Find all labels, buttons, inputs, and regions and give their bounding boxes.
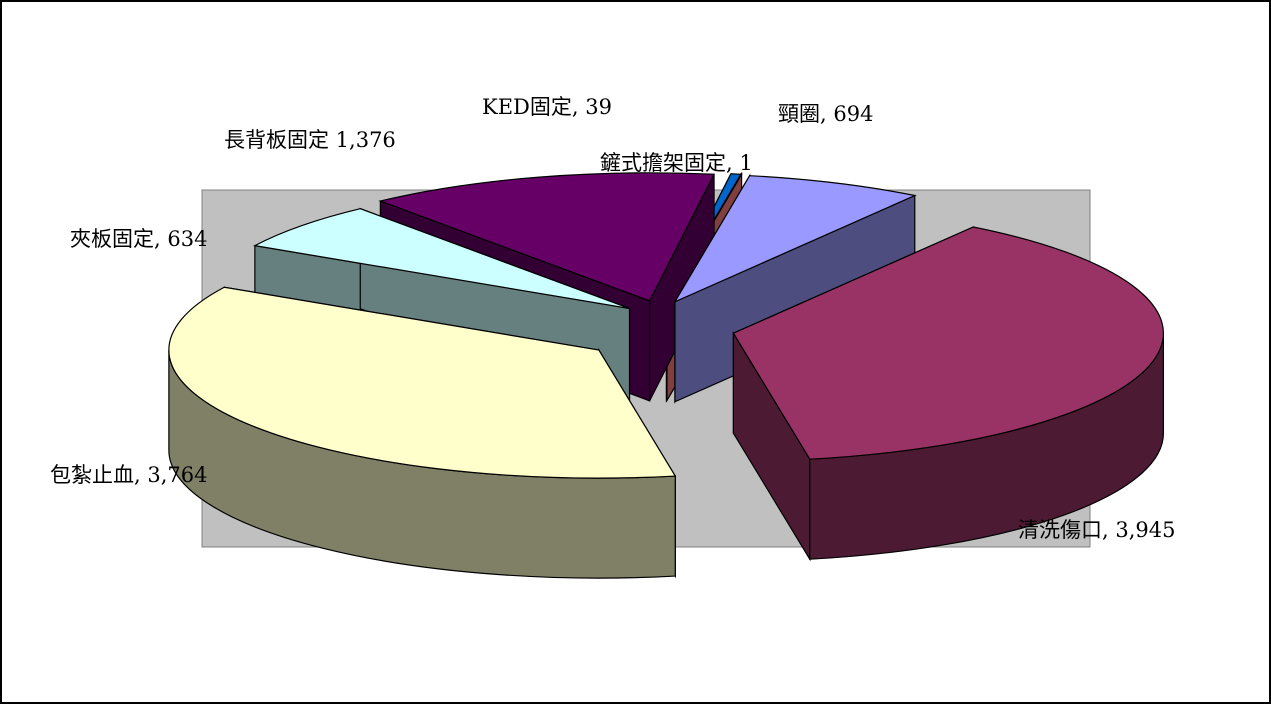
data-label-4: 夾板固定, 634 [70, 227, 207, 251]
data-label-5: 長背板固定 1,376 [224, 128, 396, 152]
data-label-3: 包紮止血, 3,764 [50, 463, 207, 487]
slice-2 [732, 226, 1165, 562]
data-label-6: KED固定, 39 [482, 95, 612, 119]
data-label-2: 清洗傷口, 3,945 [1018, 518, 1175, 542]
slice-4-top [253, 208, 630, 310]
data-label-1: 頸圈, 694 [778, 102, 873, 126]
slice-3 [168, 286, 677, 579]
pie-slices [168, 172, 1165, 579]
slice-2-top [732, 226, 1164, 460]
data-labels: 頸圈, 694 清洗傷口, 3,945 包紮止血, 3,764 夾板固定, 634 長背… [50, 95, 1175, 542]
data-label-7: 鏟式擔架固定, 1 [600, 151, 753, 175]
slice-1-top [673, 175, 917, 304]
slice-5-top [378, 172, 716, 302]
slice-3-top [168, 286, 677, 479]
